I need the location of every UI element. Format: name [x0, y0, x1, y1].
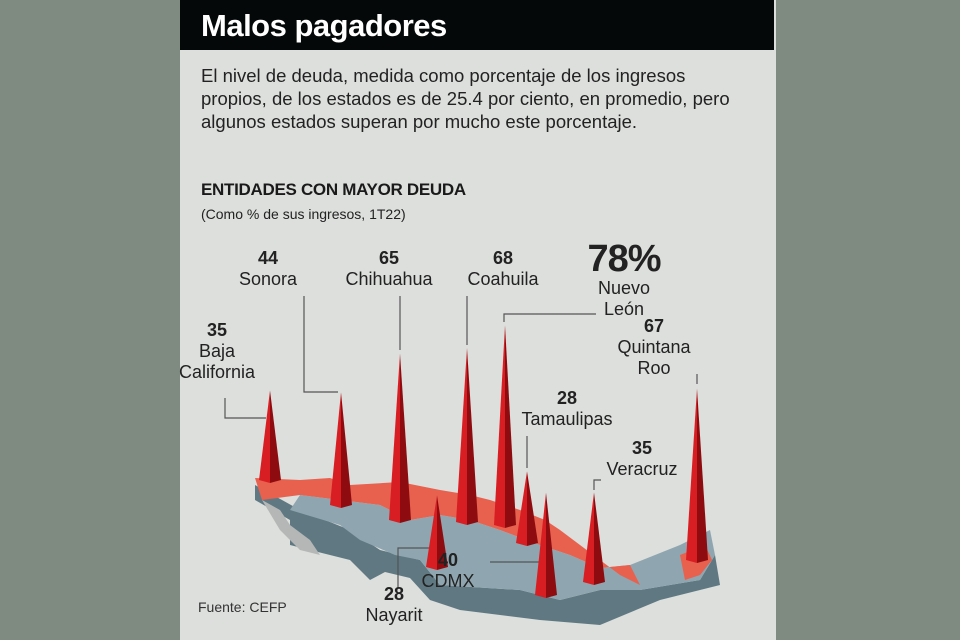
- value-label: 78%: [587, 238, 661, 280]
- state-name: Sonora: [238, 269, 298, 289]
- spike-face-dark: [505, 325, 516, 528]
- state-label: 35 Baja California: [179, 320, 255, 383]
- spike-face-light: [330, 392, 341, 508]
- spike-9: [686, 388, 708, 563]
- spike-face-light: [516, 471, 527, 546]
- value-label: 35: [206, 320, 228, 340]
- spike-face-dark: [697, 388, 708, 563]
- spike-face-dark: [437, 495, 448, 570]
- map-shape: [255, 478, 720, 625]
- map-north: [255, 478, 640, 585]
- spike-1: [330, 392, 352, 508]
- state-name: CDMX: [421, 571, 475, 591]
- page-title: Malos pagadores: [201, 8, 447, 43]
- state-label: 78% Nuevo León: [587, 238, 661, 320]
- state-label: 28 Tamaulipas: [521, 388, 612, 430]
- spike-7: [535, 492, 557, 598]
- spike-face-dark: [400, 353, 411, 523]
- chart-subtitle: (Como % de sus ingresos, 1T22): [201, 206, 406, 222]
- spike-face-light: [494, 325, 505, 528]
- state-name: Tamaulipas: [521, 409, 613, 429]
- state-name: Chihuahua: [345, 269, 433, 289]
- state-label: 65 Chihuahua: [345, 248, 432, 290]
- value-label: 28: [556, 388, 578, 408]
- spike-face-light: [686, 388, 697, 563]
- state-label: 35 Veracruz: [606, 438, 677, 480]
- value-label: 65: [378, 248, 400, 268]
- leader-line: [303, 296, 338, 393]
- leader-line: [224, 398, 266, 419]
- spike-face-light: [259, 390, 270, 483]
- state-name: Quintana: [617, 337, 691, 357]
- source-note: Fuente: CEFP: [198, 599, 287, 615]
- spikes: [259, 325, 708, 598]
- state-name: León: [603, 299, 645, 319]
- leader-line: [397, 547, 436, 588]
- value-label: 40: [437, 550, 459, 570]
- value-label: 35: [631, 438, 653, 458]
- spike-0: [259, 390, 281, 483]
- spike-3: [456, 347, 478, 525]
- state-name: Coahuila: [467, 269, 539, 289]
- state-name: Nuevo: [597, 278, 651, 298]
- spike-face-dark: [467, 347, 478, 525]
- spike-face-dark: [594, 492, 605, 585]
- state-name: Nayarit: [365, 605, 423, 625]
- spike-5: [516, 471, 538, 546]
- state-label: 40 CDMX: [422, 550, 475, 592]
- leader-lines: [224, 296, 698, 588]
- value-label: 68: [492, 248, 514, 268]
- state-label: 67 Quintana Roo: [617, 316, 690, 379]
- value-label: 67: [643, 316, 665, 336]
- spike-8: [583, 492, 605, 585]
- state-label: 28 Nayarit: [365, 584, 422, 626]
- state-name: Baja: [198, 341, 236, 361]
- leader-line: [593, 479, 601, 490]
- spike-face-dark: [341, 392, 352, 508]
- state-label: 68 Coahuila: [467, 248, 538, 290]
- spike-face-light: [426, 495, 437, 570]
- spike-face-dark: [546, 492, 557, 598]
- spike-face-dark: [527, 471, 538, 546]
- state-label: 44 Sonora: [239, 248, 297, 290]
- spike-face-light: [583, 492, 594, 585]
- state-name: Roo: [637, 358, 671, 378]
- value-label: 28: [383, 584, 405, 604]
- intro-text: El nivel de deuda, medida como porcentaj…: [201, 65, 730, 132]
- spike-face-light: [456, 347, 467, 525]
- spike-face-dark: [270, 390, 281, 483]
- spike-face-light: [389, 353, 400, 523]
- spike-2: [389, 353, 411, 523]
- state-name: Veracruz: [606, 459, 678, 479]
- state-name: California: [178, 362, 256, 382]
- chart-title: ENTIDADES CON MAYOR DEUDA: [201, 180, 466, 199]
- spike-face-light: [535, 492, 546, 598]
- value-label: 44: [257, 248, 279, 268]
- header-bar: [180, 0, 774, 50]
- leader-line: [503, 313, 596, 322]
- map-baja-peninsula: [262, 500, 320, 555]
- spike-4: [494, 325, 516, 528]
- spike-6: [426, 495, 448, 570]
